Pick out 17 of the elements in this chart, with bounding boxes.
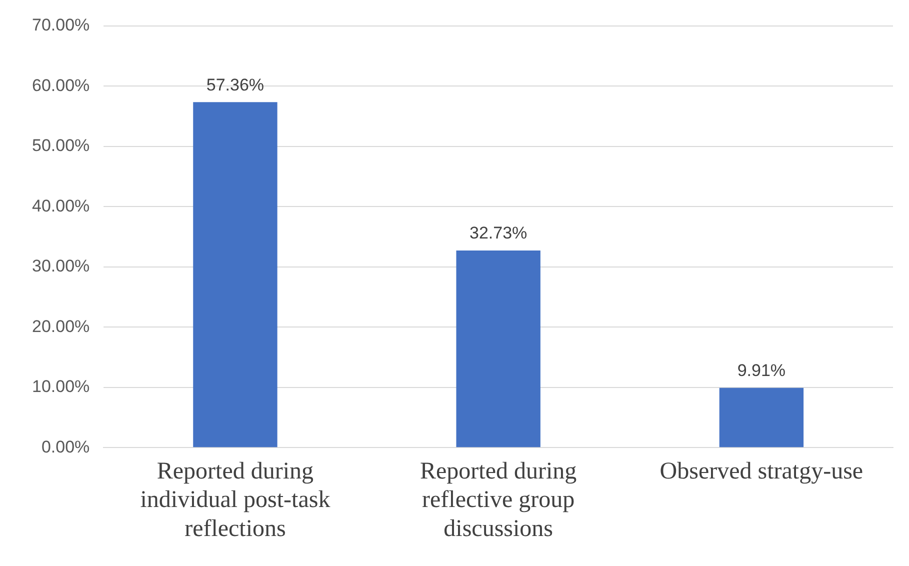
- x-tick-label: Reported during reflective group discussions: [420, 458, 577, 542]
- x-tick-label: Observed stratgy-use: [660, 458, 864, 484]
- bar: [193, 102, 278, 448]
- bar: [456, 250, 540, 448]
- y-tick-label: 60.00%: [32, 76, 90, 95]
- y-tick-label: 0.00%: [41, 437, 90, 456]
- y-tick-label: 30.00%: [32, 256, 90, 276]
- x-tick-label: Reported during individual post-task reflections: [140, 458, 330, 542]
- y-tick-label: 50.00%: [32, 136, 90, 156]
- data-label: 9.91%: [737, 361, 786, 380]
- bar: [719, 388, 804, 448]
- y-tick-label: 10.00%: [32, 377, 90, 396]
- y-tick-label: 70.00%: [32, 16, 90, 35]
- data-label: 32.73%: [469, 224, 528, 243]
- data-label: 57.36%: [206, 75, 264, 94]
- y-tick-label: 20.00%: [32, 316, 90, 336]
- y-tick-label: 40.00%: [32, 196, 90, 216]
